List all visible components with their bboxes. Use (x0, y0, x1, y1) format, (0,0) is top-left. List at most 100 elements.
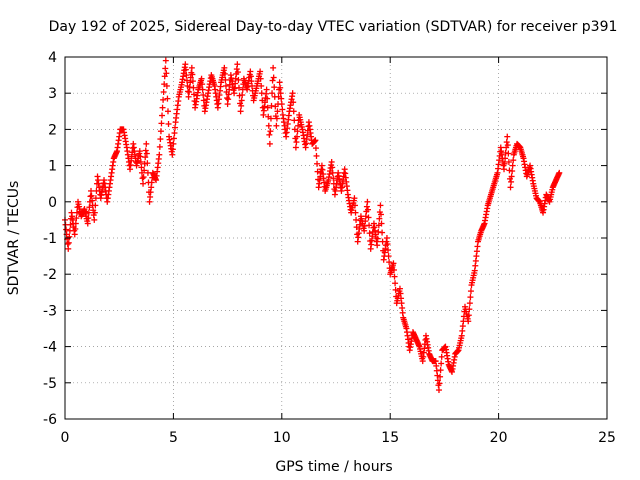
data-point (65, 245, 72, 252)
x-tick-label: 5 (169, 430, 178, 446)
data-point (390, 266, 397, 273)
data-point (142, 147, 149, 154)
data-point (235, 84, 242, 91)
data-point (85, 215, 92, 222)
y-tick-label: 0 (48, 195, 57, 211)
data-point (504, 133, 511, 140)
x-tick-labels: 0 5 10 15 20 25 (61, 430, 616, 446)
data-point (437, 373, 444, 380)
data-point (235, 76, 242, 83)
data-point (273, 122, 280, 129)
data-point (377, 202, 384, 209)
data-point (92, 202, 99, 209)
data-point (271, 84, 278, 91)
data-point (510, 157, 517, 164)
data-point (366, 222, 373, 229)
data-point (199, 81, 206, 88)
data-point (277, 84, 284, 91)
data-point (502, 155, 509, 162)
data-point (161, 73, 168, 80)
data-point (274, 108, 281, 115)
data-point (264, 104, 271, 111)
data-point (170, 135, 177, 142)
data-point (278, 95, 285, 102)
data-point (383, 235, 390, 241)
data-point (84, 220, 91, 227)
data-point (138, 164, 145, 171)
data-point (266, 140, 273, 147)
data-point (269, 90, 276, 97)
data-point (556, 169, 563, 176)
data-point (293, 139, 300, 146)
data-point (183, 77, 190, 84)
data-point (142, 154, 149, 161)
data-point (157, 136, 164, 143)
data-point (290, 108, 297, 115)
data-point (159, 112, 166, 119)
data-point (278, 101, 285, 108)
x-tick-label: 0 (61, 430, 70, 446)
data-point (377, 211, 384, 218)
x-tick-label: 15 (381, 430, 399, 446)
data-point (73, 209, 80, 216)
data-point (351, 195, 358, 202)
data-point (276, 79, 283, 86)
y-tick-label: 2 (48, 122, 57, 138)
data-point (137, 158, 144, 165)
chart-title: Day 192 of 2025, Sidereal Day-to-day VTE… (49, 19, 618, 35)
data-point (190, 91, 197, 98)
data-point (144, 160, 151, 167)
data-point (171, 130, 178, 137)
data-point (465, 312, 472, 319)
data-point (237, 108, 244, 115)
data-point (160, 88, 167, 95)
data-point (465, 318, 472, 325)
data-point (158, 120, 165, 127)
x-tick-label: 10 (273, 430, 291, 446)
data-point (238, 97, 245, 104)
data-point (314, 168, 321, 175)
data-point (508, 178, 515, 185)
y-tick-label: -1 (43, 231, 57, 247)
data-point (263, 86, 270, 93)
data-point (183, 72, 190, 79)
data-point (170, 140, 177, 147)
data-point (352, 209, 359, 216)
data-point (313, 152, 320, 159)
data-point (141, 167, 148, 174)
y-tick-labels: -6 -5 -4 -3 -2 -1 0 1 2 3 4 (43, 50, 57, 428)
data-point (67, 221, 74, 228)
y-tick-label: -6 (43, 412, 57, 428)
data-point (257, 75, 264, 82)
data-point (182, 61, 189, 68)
data-point (221, 70, 228, 77)
data-point (198, 75, 205, 82)
y-tick-label: 1 (48, 159, 57, 175)
data-point (163, 82, 170, 89)
data-point (139, 175, 146, 182)
data-point (379, 229, 386, 236)
data-point (199, 86, 206, 93)
data-point (164, 95, 171, 102)
data-point (266, 131, 273, 138)
data-point (503, 139, 510, 146)
data-point (169, 151, 176, 158)
y-tick-label: -2 (43, 267, 57, 283)
data-point (162, 65, 169, 72)
data-point (509, 168, 516, 175)
data-point (290, 99, 297, 106)
data-point (292, 144, 299, 151)
data-point (162, 57, 169, 64)
data-point (504, 142, 511, 149)
data-point (72, 225, 79, 232)
data-point (91, 216, 98, 223)
data-point (143, 150, 150, 157)
data-point (156, 143, 163, 150)
data-point (66, 233, 73, 240)
data-point (264, 95, 271, 102)
x-tick-label: 25 (598, 430, 616, 446)
data-point (200, 92, 207, 99)
data-point (508, 173, 515, 180)
